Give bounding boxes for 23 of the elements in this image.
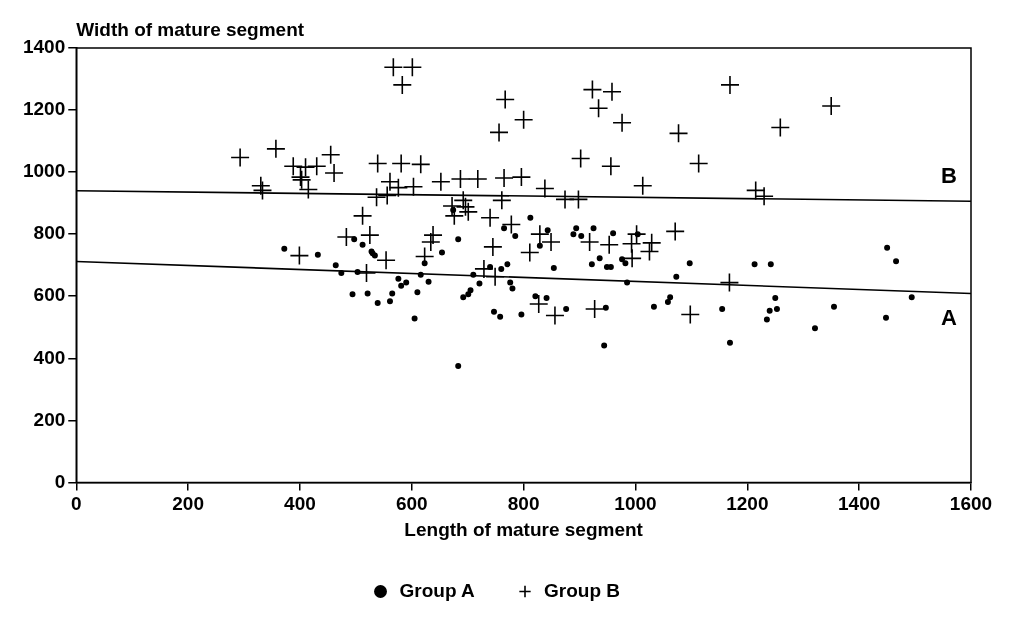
x-tick-label: 1000 bbox=[614, 493, 657, 515]
y-axis-title: Width of mature segment bbox=[76, 18, 305, 40]
y-tick-label: 600 bbox=[33, 284, 66, 306]
x-tick-label: 0 bbox=[70, 493, 82, 515]
y-tick-label: 1200 bbox=[22, 98, 66, 120]
y-tick-label: 0 bbox=[54, 470, 66, 492]
legend-label: Group B bbox=[544, 579, 620, 601]
x-tick-label: 1200 bbox=[726, 493, 769, 515]
x-tick-label: 800 bbox=[507, 493, 540, 515]
x-tick-label: 1400 bbox=[838, 493, 881, 515]
y-tick-label: 200 bbox=[33, 408, 66, 430]
x-tick-label: 400 bbox=[284, 493, 316, 515]
annotation: B bbox=[941, 163, 957, 189]
x-tick-label: 600 bbox=[395, 493, 428, 515]
x-axis-title: Length of mature segment bbox=[404, 518, 644, 540]
annotation: A bbox=[941, 305, 958, 331]
y-tick-label: 800 bbox=[33, 222, 66, 244]
y-tick-label: 400 bbox=[33, 346, 66, 368]
y-tick-label: 1000 bbox=[22, 160, 66, 182]
x-tick-label: 1600 bbox=[949, 493, 993, 515]
legend-label: Group A bbox=[399, 579, 476, 601]
x-tick-label: 200 bbox=[172, 493, 204, 515]
y-tick-label: 1400 bbox=[22, 36, 66, 58]
